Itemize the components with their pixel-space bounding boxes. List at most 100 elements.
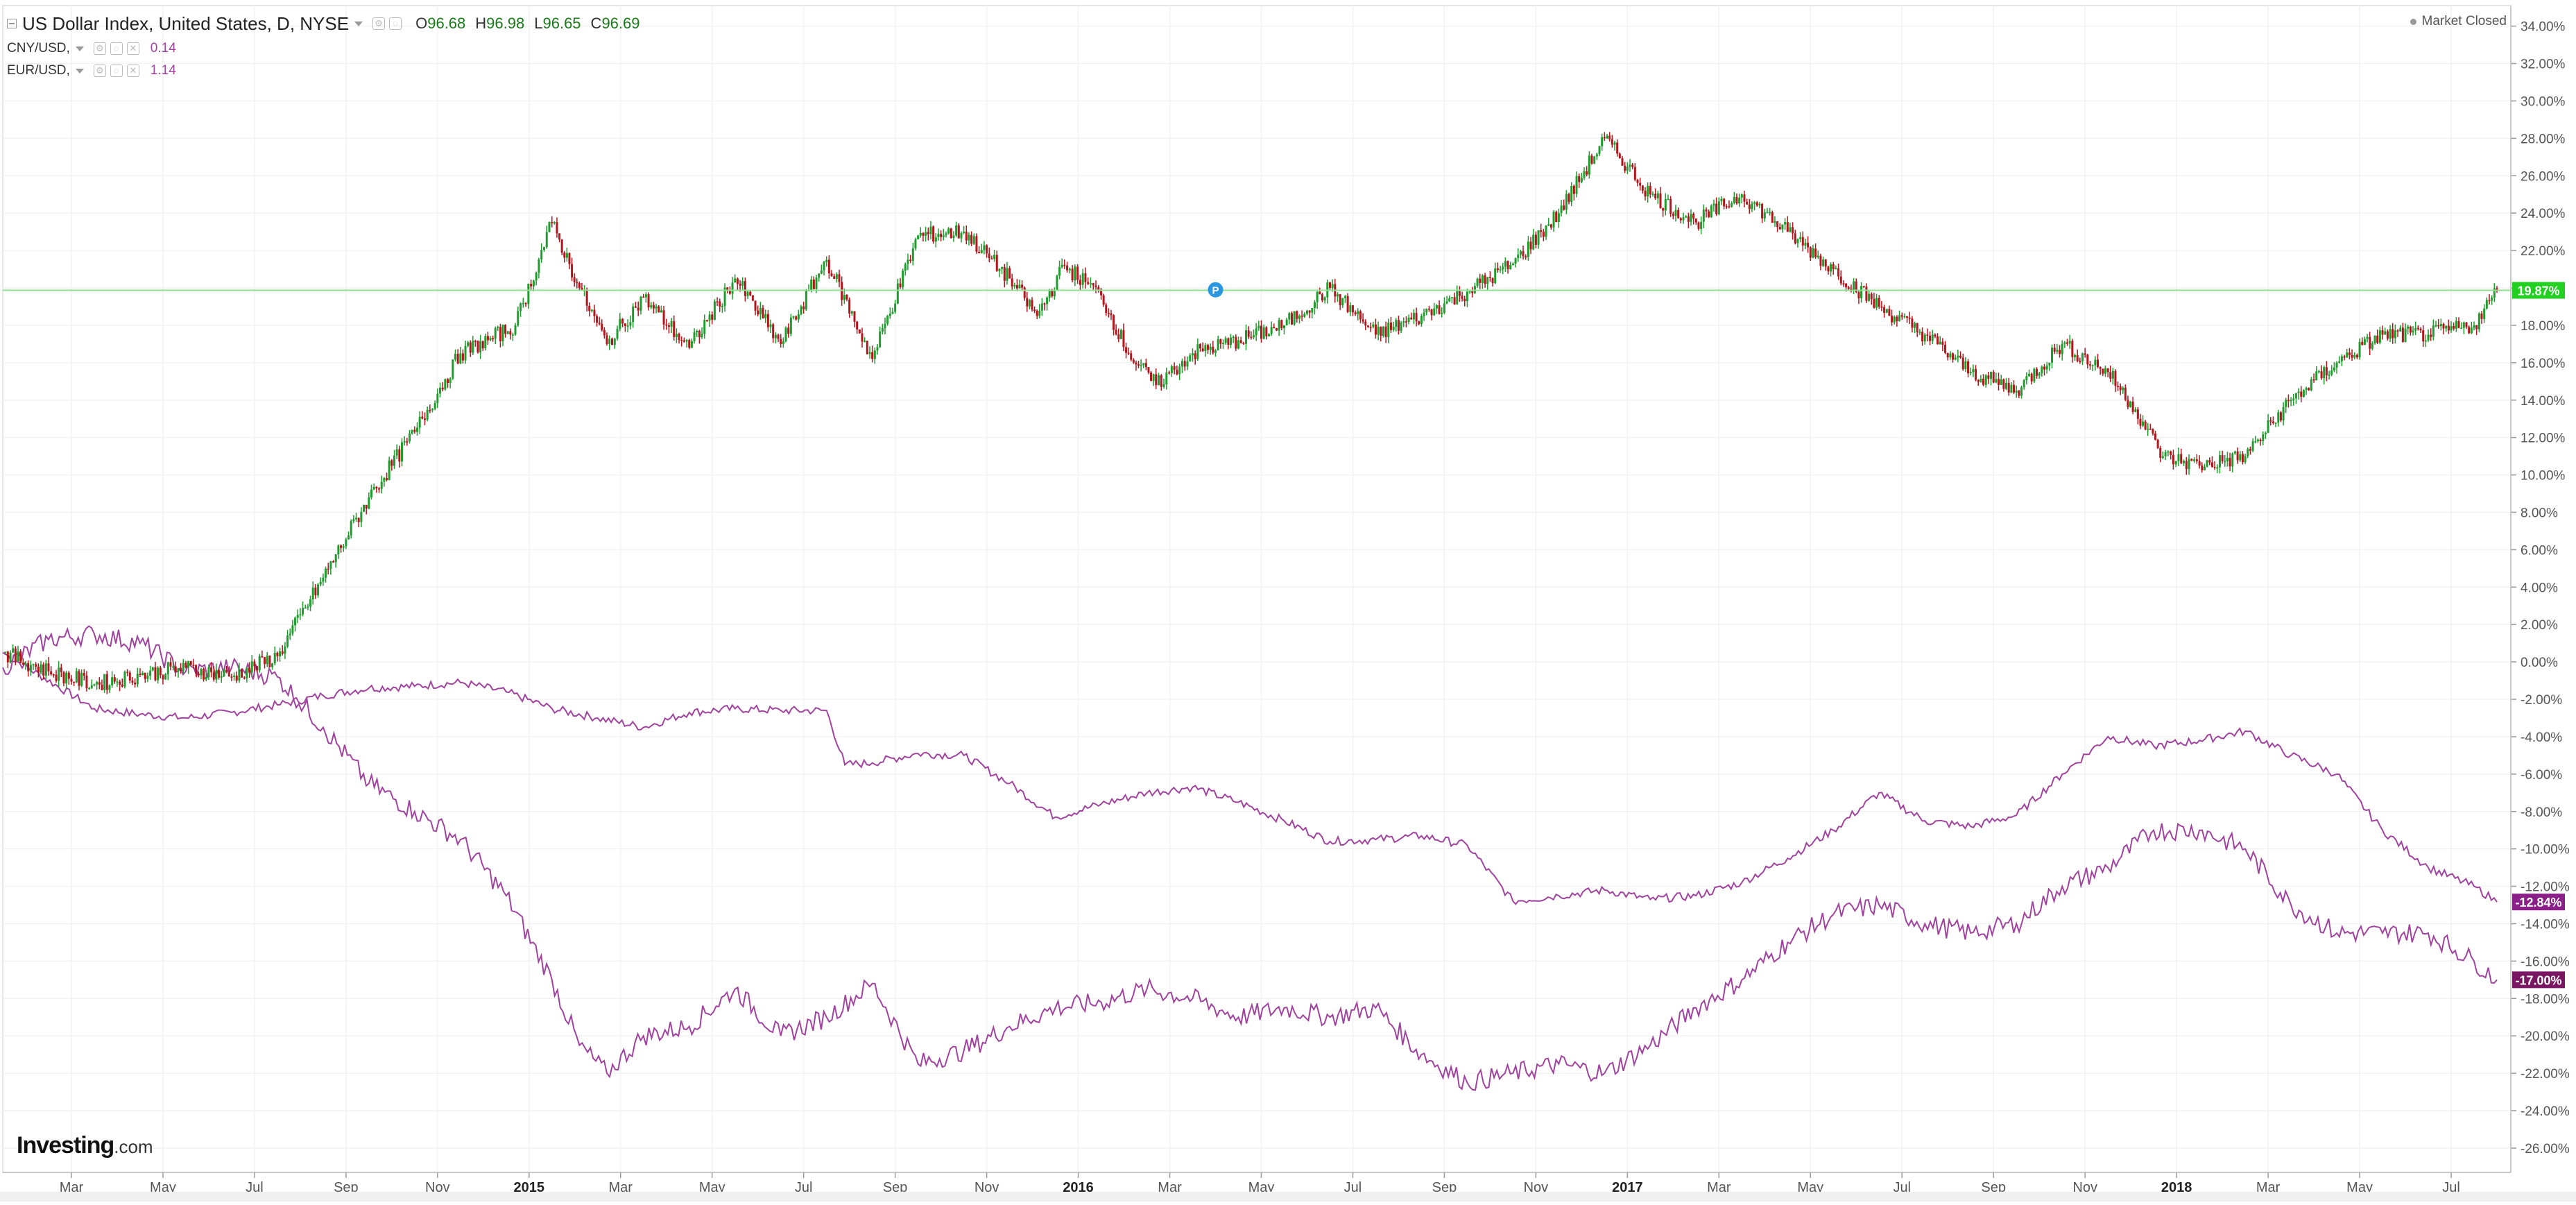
candle-body: [1733, 196, 1735, 203]
candle-body: [1453, 297, 1456, 305]
candle-body: [2473, 325, 2475, 328]
candle-body: [1296, 311, 1298, 319]
candle-body: [2455, 321, 2457, 329]
main-symbol-row[interactable]: US Dollar Index, United States, D, NYSE …: [7, 10, 640, 37]
candle-body: [2190, 459, 2193, 461]
candle-body: [47, 663, 50, 672]
compare-row-cny[interactable]: CNY/USD, ⚙ ◌ ✕ 0.14: [7, 37, 640, 60]
candle-body: [1700, 221, 1703, 229]
chevron-down-icon[interactable]: [75, 68, 84, 74]
candle-body: [576, 282, 578, 284]
candle-body: [650, 305, 653, 308]
x-tick-label: Sep: [334, 1180, 359, 1195]
candle-body: [390, 460, 393, 466]
candle-body: [1135, 362, 1137, 365]
candle-body: [621, 318, 624, 324]
candle-body: [1321, 294, 1323, 301]
candle-body: [1801, 237, 1804, 246]
candle-body: [1389, 322, 1392, 330]
close-icon[interactable]: ✕: [126, 65, 139, 77]
candle-body: [1418, 321, 1420, 325]
candle-body: [1891, 316, 1894, 323]
chevron-down-icon[interactable]: [75, 46, 84, 51]
plot-area: [2, 5, 2511, 1173]
settings-icon[interactable]: ⚙: [93, 42, 106, 55]
candle-body: [1192, 353, 1194, 356]
candle-body: [139, 674, 141, 675]
candle-body: [2172, 454, 2174, 465]
compare-row-eur[interactable]: EUR/USD, ⚙ ◌ ✕ 1.14: [7, 60, 640, 82]
candle-body: [1006, 268, 1008, 281]
settings-icon[interactable]: ⚙: [372, 17, 386, 30]
candle-body: [759, 307, 762, 314]
candle-body: [1952, 353, 1955, 360]
candle-body: [1812, 248, 1814, 258]
candle-body: [1076, 266, 1079, 280]
candle-body: [1547, 224, 1550, 226]
candle-body: [1568, 194, 1570, 203]
candle-body: [613, 338, 616, 345]
candle-body: [1420, 316, 1423, 325]
candle-body: [963, 232, 965, 233]
candle-body: [2407, 326, 2410, 329]
chevron-down-icon[interactable]: [354, 21, 363, 26]
candle-body: [1647, 186, 1649, 197]
candle-body: [1580, 178, 1583, 182]
candle-body: [241, 669, 243, 678]
candle-body: [1766, 212, 1769, 214]
candle-body: [1624, 165, 1626, 171]
main-symbol-label[interactable]: US Dollar Index, United States, D, NYSE: [22, 12, 350, 34]
candle-body: [456, 353, 459, 364]
candle-body: [1662, 207, 1665, 211]
candle-body: [474, 341, 476, 342]
close-icon[interactable]: ✕: [126, 42, 139, 55]
candle-body: [1954, 357, 1957, 360]
candle-body: [141, 672, 144, 675]
candle-body: [606, 335, 608, 344]
candle-body: [2292, 398, 2295, 400]
candle-body: [1502, 266, 1504, 270]
candle-body: [1937, 336, 1939, 345]
collapse-icon[interactable]: [7, 19, 17, 28]
candle-body: [2081, 353, 2084, 361]
candle-body: [1308, 310, 1311, 313]
candle-body: [2437, 325, 2440, 327]
candle-body: [157, 667, 160, 681]
candle-body: [998, 268, 1001, 271]
candle-body: [96, 682, 98, 685]
candle-body: [2226, 458, 2229, 461]
candle-body: [2371, 343, 2373, 349]
candle-body: [60, 667, 62, 672]
candle-body: [2333, 367, 2335, 370]
candle-body: [347, 535, 350, 540]
candle-body: [986, 245, 988, 254]
candle-body: [2025, 376, 2028, 381]
candle-body: [1063, 264, 1066, 266]
candle-body: [670, 321, 673, 327]
candle-body: [1144, 363, 1147, 368]
candle-body: [1125, 347, 1128, 353]
candle-body: [1893, 316, 1896, 323]
candle-body: [1570, 185, 1573, 203]
compare-symbol-eur[interactable]: EUR/USD,: [7, 63, 70, 78]
candle-body: [1758, 204, 1761, 206]
hide-icon[interactable]: ◌: [110, 65, 123, 77]
y-tick-label: -26.00%: [2521, 1142, 2570, 1156]
hide-icon[interactable]: ◌: [389, 17, 402, 30]
candle-body: [1809, 247, 1812, 258]
candle-body: [927, 232, 929, 234]
candle-body: [307, 606, 309, 608]
candle-body: [593, 309, 596, 316]
candle-body: [2297, 391, 2300, 393]
settings-icon[interactable]: ⚙: [93, 65, 106, 77]
candle-body: [553, 222, 556, 223]
candle-body: [2267, 420, 2269, 433]
candle-body: [1450, 297, 1453, 298]
compare-symbol-cny[interactable]: CNY/USD,: [7, 41, 70, 55]
candle-body: [1964, 361, 1967, 369]
hide-icon[interactable]: ◌: [110, 42, 123, 55]
candle-body: [197, 673, 200, 676]
candle-body: [2111, 370, 2114, 379]
